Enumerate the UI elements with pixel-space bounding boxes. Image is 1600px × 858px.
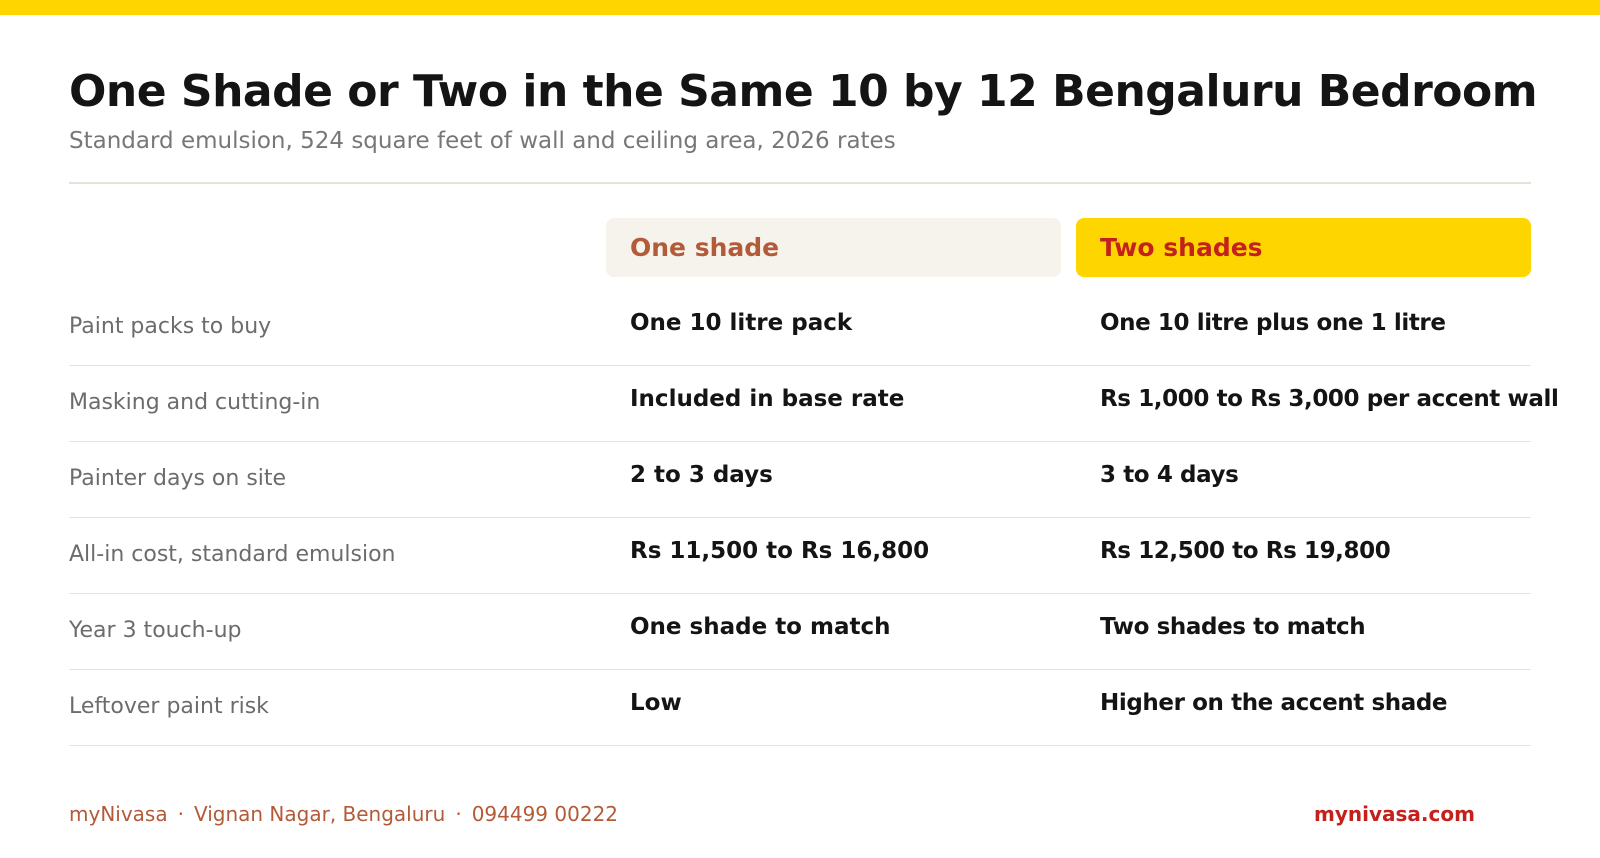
row-label: Year 3 touch-up: [69, 618, 242, 643]
two-shades-value: Two shades to match: [1100, 614, 1366, 640]
one-shade-value: 2 to 3 days: [630, 462, 773, 488]
one-shade-value: One shade to match: [630, 614, 891, 640]
footer-separator: ·: [455, 802, 462, 826]
table-row: Masking and cutting-in Included in base …: [69, 366, 1559, 442]
table-row: Paint packs to buy One 10 litre pack One…: [69, 290, 1531, 366]
footer-brand: myNivasa: [69, 802, 168, 826]
two-shades-value: Rs 12,500 to Rs 19,800: [1100, 538, 1391, 564]
two-shades-value: 3 to 4 days: [1100, 462, 1239, 488]
column-header-one-shade-label: One shade: [630, 233, 780, 262]
row-label: Leftover paint risk: [69, 694, 269, 719]
footer-location: Vignan Nagar, Bengaluru: [193, 802, 446, 826]
row-label: Masking and cutting-in: [69, 390, 321, 415]
one-shade-value: Low: [630, 690, 682, 716]
top-accent-bar: [0, 0, 1600, 15]
comparison-table: Paint packs to buy One 10 litre pack One…: [69, 290, 1559, 746]
page-subtitle: Standard emulsion, 524 square feet of wa…: [69, 128, 896, 154]
table-row: All-in cost, standard emulsion Rs 11,500…: [69, 518, 1531, 594]
footer-phone: 094499 00222: [471, 802, 619, 826]
row-label: Painter days on site: [69, 466, 287, 491]
two-shades-value: Rs 1,000 to Rs 3,000 per accent wall: [1100, 386, 1559, 412]
two-shades-value: One 10 litre plus one 1 litre: [1100, 310, 1446, 336]
row-label: All-in cost, standard emulsion: [69, 542, 396, 567]
table-row: Leftover paint risk Low Higher on the ac…: [69, 670, 1531, 746]
one-shade-value: One 10 litre pack: [630, 310, 853, 336]
one-shade-value: Included in base rate: [630, 386, 905, 412]
one-shade-value: Rs 11,500 to Rs 16,800: [630, 538, 930, 564]
column-header-two-shades: Two shades: [1076, 218, 1531, 277]
column-header-one-shade: One shade: [606, 218, 1061, 277]
column-header-two-shades-label: Two shades: [1100, 233, 1263, 262]
page-title: One Shade or Two in the Same 10 by 12 Be…: [69, 66, 1538, 117]
table-row: Painter days on site 2 to 3 days 3 to 4 …: [69, 442, 1531, 518]
two-shades-value: Higher on the accent shade: [1100, 690, 1448, 716]
table-row: Year 3 touch-up One shade to match Two s…: [69, 594, 1531, 670]
header-divider: [69, 182, 1531, 184]
footer-website-link[interactable]: mynivasa.com: [1314, 802, 1475, 826]
footer-contact: myNivasa · Vignan Nagar, Bengaluru · 094499 …: [69, 802, 618, 826]
footer-separator: ·: [177, 802, 184, 826]
row-label: Paint packs to buy: [69, 314, 272, 339]
